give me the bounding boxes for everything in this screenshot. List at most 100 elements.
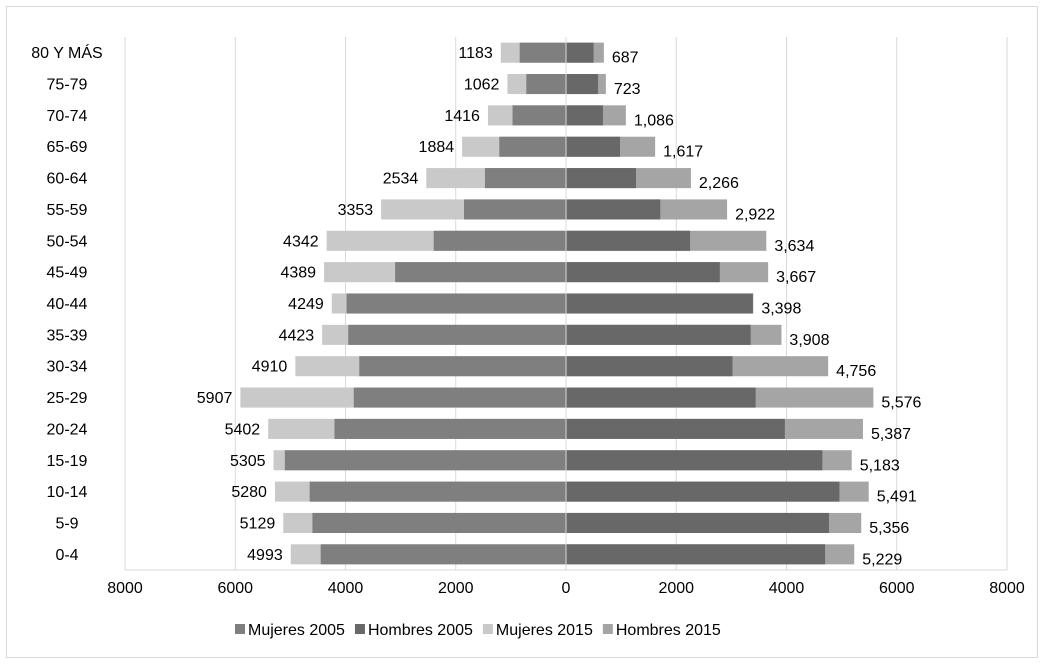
legend-swatch: [354, 624, 365, 634]
bar-hombres-2005: [566, 356, 733, 377]
bar-hombres-2005: [566, 324, 751, 345]
x-tick-label: 0: [562, 580, 571, 597]
data-label-left: 1062: [464, 77, 500, 94]
category-label: 40-44: [47, 296, 88, 313]
bar-hombres-2005: [566, 230, 691, 251]
data-label-right: 3,634: [774, 238, 814, 255]
data-label-right: 5,387: [871, 426, 911, 443]
data-label-left: 5129: [240, 515, 276, 532]
data-label-left: 5280: [231, 484, 267, 501]
bar-hombres-2005: [566, 293, 753, 314]
category-label: 65-69: [47, 139, 88, 156]
bar-hombres-2005: [566, 73, 598, 95]
legend-swatch: [235, 624, 245, 634]
x-tick-label: 8000: [107, 580, 143, 597]
category-label: 25-29: [47, 390, 88, 407]
data-label-left: 1416: [444, 108, 480, 125]
data-label-right: 687: [612, 50, 639, 67]
data-label-left: 1884: [419, 139, 455, 156]
category-label: 5-9: [55, 515, 78, 532]
data-label-right: 3,398: [761, 301, 801, 318]
data-label-left: 4342: [283, 233, 319, 250]
legend-swatch: [602, 624, 613, 634]
data-label-left: 3353: [338, 202, 374, 219]
bar-mujeres-2005: [526, 73, 566, 95]
data-label-left: 4993: [247, 547, 283, 564]
population-pyramid-chart: 8000 6000 4000 2000 0 2000 4000 6000 8000 0-4 4993…: [31, 37, 1025, 639]
x-tick-label: 4000: [328, 580, 364, 597]
bar-mujeres-2005: [320, 544, 566, 565]
data-label-left: 4249: [288, 296, 324, 313]
data-label-right: 5,356: [869, 520, 909, 537]
bar-mujeres-2005: [334, 418, 566, 439]
legend-label: Mujeres 2015: [496, 622, 593, 639]
data-label-left: 2534: [383, 171, 419, 188]
category-label: 75-79: [47, 77, 88, 94]
x-tick-label: 6000: [217, 580, 253, 597]
data-label-right: 3,667: [776, 269, 816, 286]
data-label-left: 4389: [280, 265, 316, 282]
legend-label: Mujeres 2005: [248, 622, 345, 639]
bar-hombres-2005: [566, 512, 829, 534]
bar-mujeres-2005: [359, 356, 566, 377]
bar-mujeres-2005: [499, 136, 566, 157]
category-label: 10-14: [47, 484, 88, 501]
bar-hombres-2005: [566, 544, 826, 565]
data-label-right: 723: [614, 81, 641, 98]
x-tick-label: 2000: [658, 580, 694, 597]
category-label: 55-59: [47, 202, 88, 219]
bar-mujeres-2005: [484, 168, 566, 189]
data-label-right: 4,756: [836, 363, 876, 380]
data-label-left: 4910: [252, 359, 288, 376]
bar-mujeres-2005: [395, 262, 566, 283]
bar-hombres-2005: [566, 168, 637, 189]
category-label: 0-4: [55, 547, 78, 564]
bar-hombres-2005: [566, 42, 594, 63]
bar-mujeres-2005: [312, 512, 566, 534]
data-label-right: 1,086: [634, 112, 674, 129]
bar-mujeres-2005: [512, 105, 566, 126]
bar-hombres-2005: [566, 418, 785, 439]
x-tick-label: 6000: [879, 580, 915, 597]
bar-hombres-2005: [566, 450, 823, 471]
category-label: 15-19: [47, 453, 88, 470]
chart-frame: 8000 6000 4000 2000 0 2000 4000 6000 8000 0-4 4993…: [6, 6, 1038, 658]
bar-mujeres-2005: [348, 324, 566, 345]
legend-label: Hombres 2005: [368, 622, 473, 639]
bar-hombres-2005: [566, 387, 756, 408]
category-label: 70-74: [47, 108, 88, 125]
category-label: 60-64: [47, 171, 88, 188]
data-label-right: 5,183: [860, 457, 900, 474]
data-label-left: 5907: [197, 390, 233, 407]
data-label-right: 2,922: [735, 206, 775, 223]
data-label-left: 5402: [225, 421, 261, 438]
bar-mujeres-2005: [284, 450, 566, 471]
bar-hombres-2005: [566, 481, 840, 502]
category-label: 45-49: [47, 265, 88, 282]
bar-mujeres-2005: [353, 387, 566, 408]
category-label: 50-54: [47, 233, 88, 250]
bar-hombres-2005: [566, 262, 720, 283]
x-tick-label: 4000: [769, 580, 805, 597]
data-label-left: 5305: [230, 453, 266, 470]
category-label: 35-39: [47, 327, 88, 344]
data-label-right: 1,617: [663, 144, 703, 161]
bar-mujeres-2005: [433, 230, 566, 251]
bar-mujeres-2005: [464, 199, 566, 220]
category-label: 30-34: [47, 359, 88, 376]
x-tick-label: 8000: [989, 580, 1025, 597]
legend-swatch: [482, 624, 493, 634]
legend-label: Hombres 2015: [616, 622, 721, 639]
data-label-right: 5,576: [881, 395, 921, 412]
data-label-right: 2,266: [699, 175, 739, 192]
data-label-right: 5,229: [862, 551, 902, 568]
data-label-left: 4423: [279, 327, 315, 344]
x-tick-label: 2000: [438, 580, 474, 597]
category-label: 80 Y MÁS: [31, 43, 102, 62]
bar-mujeres-2005: [519, 42, 566, 63]
category-label: 20-24: [47, 421, 88, 438]
data-label-right: 5,491: [877, 489, 917, 506]
bar-mujeres-2005: [346, 293, 566, 314]
data-label-left: 1183: [458, 45, 493, 62]
data-label-right: 3,908: [789, 332, 829, 349]
